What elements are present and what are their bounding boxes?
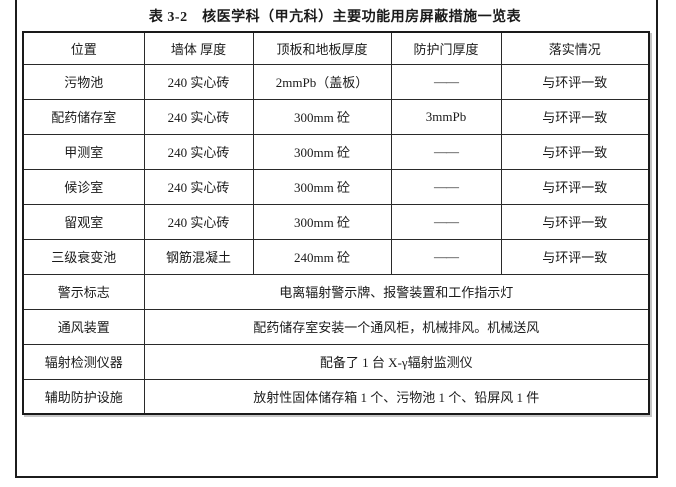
table-cell: —— [390,133,502,170]
table-cell-span: 电离辐射警示牌、报警装置和工作指示灯 [143,273,650,310]
table-cell: 甲测室 [22,133,145,170]
column-header-implementation: 落实情况 [500,31,650,65]
table-row: 配药储存室 240 实心砖 300mm 砼 3mmPb 与环评一致 [22,98,650,135]
table-cell: 配药储存室 [22,98,145,135]
table-cell: 240 实心砖 [143,63,254,100]
table-cell: 240 实心砖 [143,133,254,170]
table-cell: 与环评一致 [500,238,650,275]
table-row: 候诊室 240 实心砖 300mm 砼 —— 与环评一致 [22,168,650,205]
table-row: 辅助防护设施 放射性固体储存箱 1 个、污物池 1 个、铅屏风 1 件 [22,378,650,415]
table-cell: 钢筋混凝土 [143,238,254,275]
table-cell: 240mm 砼 [252,238,392,275]
table-cell: 与环评一致 [500,133,650,170]
table-header-row: 位置 墙体 厚度 顶板和地板厚度 防护门厚度 落实情况 [22,31,650,65]
table-cell: 240 实心砖 [143,98,254,135]
table-cell: 240 实心砖 [143,203,254,240]
table-row: 甲测室 240 实心砖 300mm 砼 —— 与环评一致 [22,133,650,170]
table-cell: 辐射检测仪器 [22,343,145,380]
table-cell: 三级衰变池 [22,238,145,275]
table-cell: —— [390,168,502,205]
table-cell: 240 实心砖 [143,168,254,205]
table-cell: 300mm 砼 [252,203,392,240]
table-cell: 300mm 砼 [252,98,392,135]
table-row: 污物池 240 实心砖 2mmPb（盖板） —— 与环评一致 [22,63,650,100]
table-cell: —— [390,238,502,275]
table-cell: 与环评一致 [500,98,650,135]
table-cell: 300mm 砼 [252,168,392,205]
table-cell: 与环评一致 [500,63,650,100]
column-header-location: 位置 [22,31,145,65]
table-cell: —— [390,63,502,100]
column-header-wall-thickness: 墙体 厚度 [143,31,254,65]
column-header-slab-thickness: 顶板和地板厚度 [252,31,392,65]
table-cell: 3mmPb [390,98,502,135]
table-row: 警示标志 电离辐射警示牌、报警装置和工作指示灯 [22,273,650,310]
table-cell: 通风装置 [22,308,145,345]
table-row: 通风装置 配药储存室安装一个通风柜，机械排风。机械送风 [22,308,650,345]
shielding-measures-table: 位置 墙体 厚度 顶板和地板厚度 防护门厚度 落实情况 污物池 240 实心砖 … [22,31,650,415]
table-cell-span: 放射性固体储存箱 1 个、污物池 1 个、铅屏风 1 件 [143,378,650,415]
table-cell-span: 配药储存室安装一个通风柜，机械排风。机械送风 [143,308,650,345]
table-cell: 候诊室 [22,168,145,205]
table-cell: —— [390,203,502,240]
table-cell-span: 配备了 1 台 X-γ辐射监测仪 [143,343,650,380]
table-cell: 辅助防护设施 [22,378,145,415]
table-cell: 300mm 砼 [252,133,392,170]
table-row: 留观室 240 实心砖 300mm 砼 —— 与环评一致 [22,203,650,240]
table-title: 表 3-2 核医学科（甲亢科）主要功能用房屏蔽措施一览表 [148,10,522,25]
table-cell: 与环评一致 [500,203,650,240]
table-cell: 留观室 [22,203,145,240]
table-cell: 污物池 [22,63,145,100]
column-header-door-thickness: 防护门厚度 [390,31,502,65]
table-row: 辐射检测仪器 配备了 1 台 X-γ辐射监测仪 [22,343,650,380]
table-cell: 警示标志 [22,273,145,310]
table-cell: 与环评一致 [500,168,650,205]
table-row: 三级衰变池 钢筋混凝土 240mm 砼 —— 与环评一致 [22,238,650,275]
table-cell: 2mmPb（盖板） [252,63,392,100]
